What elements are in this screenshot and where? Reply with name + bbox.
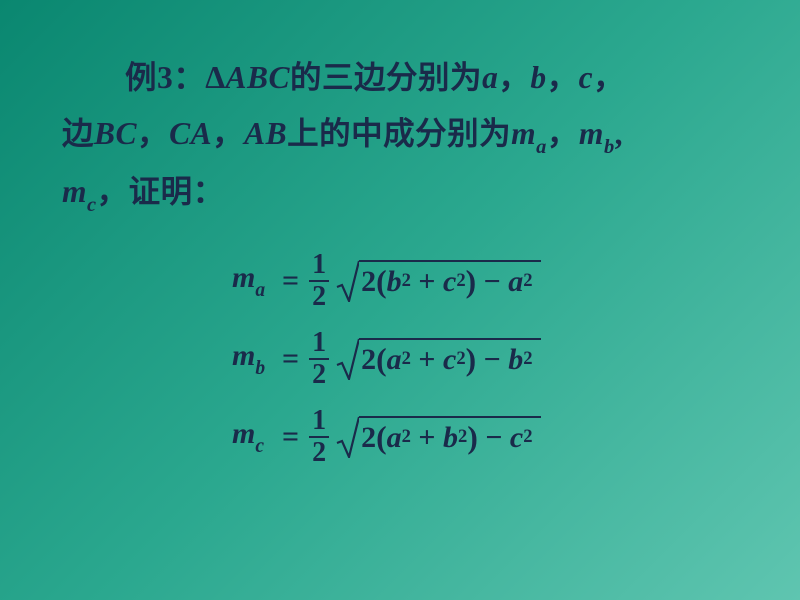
term-p1: a bbox=[387, 421, 402, 455]
lhs-base: m bbox=[232, 261, 255, 294]
close-paren: ) bbox=[466, 264, 477, 300]
open-paren: ( bbox=[376, 264, 387, 300]
ma-sub: a bbox=[536, 136, 547, 158]
frac-num: 1 bbox=[309, 251, 329, 279]
plus: + bbox=[411, 265, 443, 299]
close-paren: ) bbox=[466, 342, 477, 378]
coef-2: 2 bbox=[361, 265, 376, 299]
equation-mc: mc = 1 2 2(a2 + b2) − c2 bbox=[232, 398, 738, 476]
plus: + bbox=[411, 343, 443, 377]
radical-icon bbox=[335, 416, 359, 458]
var-a: a bbox=[482, 60, 498, 95]
coef-2: 2 bbox=[361, 343, 376, 377]
term-p2: b bbox=[443, 421, 458, 455]
radicand: 2(b2 + c2) − a2 bbox=[359, 260, 540, 302]
equation-mb: mb = 1 2 2(a2 + c2) − b2 bbox=[232, 320, 738, 398]
term-p1: b bbox=[387, 265, 402, 299]
frac-den: 2 bbox=[309, 361, 329, 389]
radical-icon bbox=[335, 260, 359, 302]
t4: 证明： bbox=[129, 174, 225, 209]
term-p2: c bbox=[443, 265, 456, 299]
t1: 的三边分别为 bbox=[290, 60, 482, 95]
lhs-sub: b bbox=[255, 358, 265, 379]
radicand: 2(a2 + c2) − b2 bbox=[359, 338, 540, 380]
ma-base: m bbox=[511, 116, 536, 151]
term-minus: b bbox=[508, 343, 523, 377]
sq: 2 bbox=[456, 270, 465, 292]
sq: 2 bbox=[523, 348, 532, 370]
comma: ， bbox=[498, 60, 530, 95]
coef-2: 2 bbox=[361, 421, 376, 455]
var-c: c bbox=[579, 60, 593, 95]
sqrt-expression: 2(a2 + b2) − c2 bbox=[335, 416, 540, 458]
mc-base: m bbox=[62, 174, 87, 209]
minus: − bbox=[476, 265, 508, 299]
lhs-mb: mb bbox=[232, 339, 280, 378]
radicand: 2(a2 + b2) − c2 bbox=[359, 416, 540, 458]
problem-statement: 例3：ΔABC的三边分别为a，b，c， 边BC，CA，AB上的中成分别为ma，m… bbox=[62, 50, 738, 222]
ab: AB bbox=[244, 116, 287, 151]
sqrt-expression: 2(b2 + c2) − a2 bbox=[335, 260, 540, 302]
sq: 2 bbox=[402, 270, 411, 292]
equals-sign: = bbox=[282, 420, 299, 454]
t2: 边 bbox=[62, 116, 94, 151]
comma: ， bbox=[593, 60, 625, 95]
var-b: b bbox=[530, 60, 546, 95]
open-paren: ( bbox=[376, 420, 387, 456]
sq: 2 bbox=[523, 426, 532, 448]
equations-block: ma = 1 2 2(b2 + c2) − a2 mb = 1 bbox=[232, 242, 738, 476]
sqrt-expression: 2(a2 + c2) − b2 bbox=[335, 338, 540, 380]
term-p1: a bbox=[387, 343, 402, 377]
ca: CA bbox=[169, 116, 212, 151]
frac-num: 1 bbox=[309, 407, 329, 435]
plus: + bbox=[411, 421, 443, 455]
sq: 2 bbox=[523, 270, 532, 292]
t3: 上的中成分别为 bbox=[287, 116, 511, 151]
term-minus: c bbox=[510, 421, 523, 455]
equals-sign: = bbox=[282, 342, 299, 376]
open-paren: ( bbox=[376, 342, 387, 378]
lhs-mc: mc bbox=[232, 417, 280, 456]
comma: ， bbox=[137, 116, 169, 151]
sq: 2 bbox=[402, 426, 411, 448]
sq: 2 bbox=[402, 348, 411, 370]
comma: ， bbox=[97, 174, 129, 209]
example-label: 例3： bbox=[125, 60, 205, 95]
comma: ， bbox=[547, 116, 579, 151]
minus: − bbox=[478, 421, 510, 455]
fraction-half: 1 2 bbox=[309, 407, 329, 467]
mb-sub: b bbox=[604, 136, 615, 158]
mc-sub: c bbox=[87, 194, 97, 216]
bc: BC bbox=[94, 116, 137, 151]
close-paren: ) bbox=[467, 420, 478, 456]
sq: 2 bbox=[458, 426, 467, 448]
lhs-ma: ma bbox=[232, 261, 280, 300]
sq: 2 bbox=[456, 348, 465, 370]
frac-num: 1 bbox=[309, 329, 329, 357]
fraction-half: 1 2 bbox=[309, 251, 329, 311]
abc: ABC bbox=[226, 60, 291, 95]
frac-den: 2 bbox=[309, 283, 329, 311]
mb-base: m bbox=[579, 116, 604, 151]
triangle-symbol: Δ bbox=[205, 60, 225, 95]
lhs-base: m bbox=[232, 417, 255, 450]
lhs-sub: c bbox=[255, 436, 264, 457]
term-p2: c bbox=[443, 343, 456, 377]
equals-sign: = bbox=[282, 264, 299, 298]
lhs-sub: a bbox=[255, 280, 265, 301]
comma: ， bbox=[212, 116, 244, 151]
radical-icon bbox=[335, 338, 359, 380]
lhs-base: m bbox=[232, 339, 255, 372]
slide-content: 例3：ΔABC的三边分别为a，b，c， 边BC，CA，AB上的中成分别为ma，m… bbox=[0, 0, 800, 476]
term-minus: a bbox=[508, 265, 523, 299]
frac-den: 2 bbox=[309, 439, 329, 467]
fraction-half: 1 2 bbox=[309, 329, 329, 389]
equation-ma: ma = 1 2 2(b2 + c2) − a2 bbox=[232, 242, 738, 320]
minus: − bbox=[476, 343, 508, 377]
comma: ， bbox=[547, 60, 579, 95]
